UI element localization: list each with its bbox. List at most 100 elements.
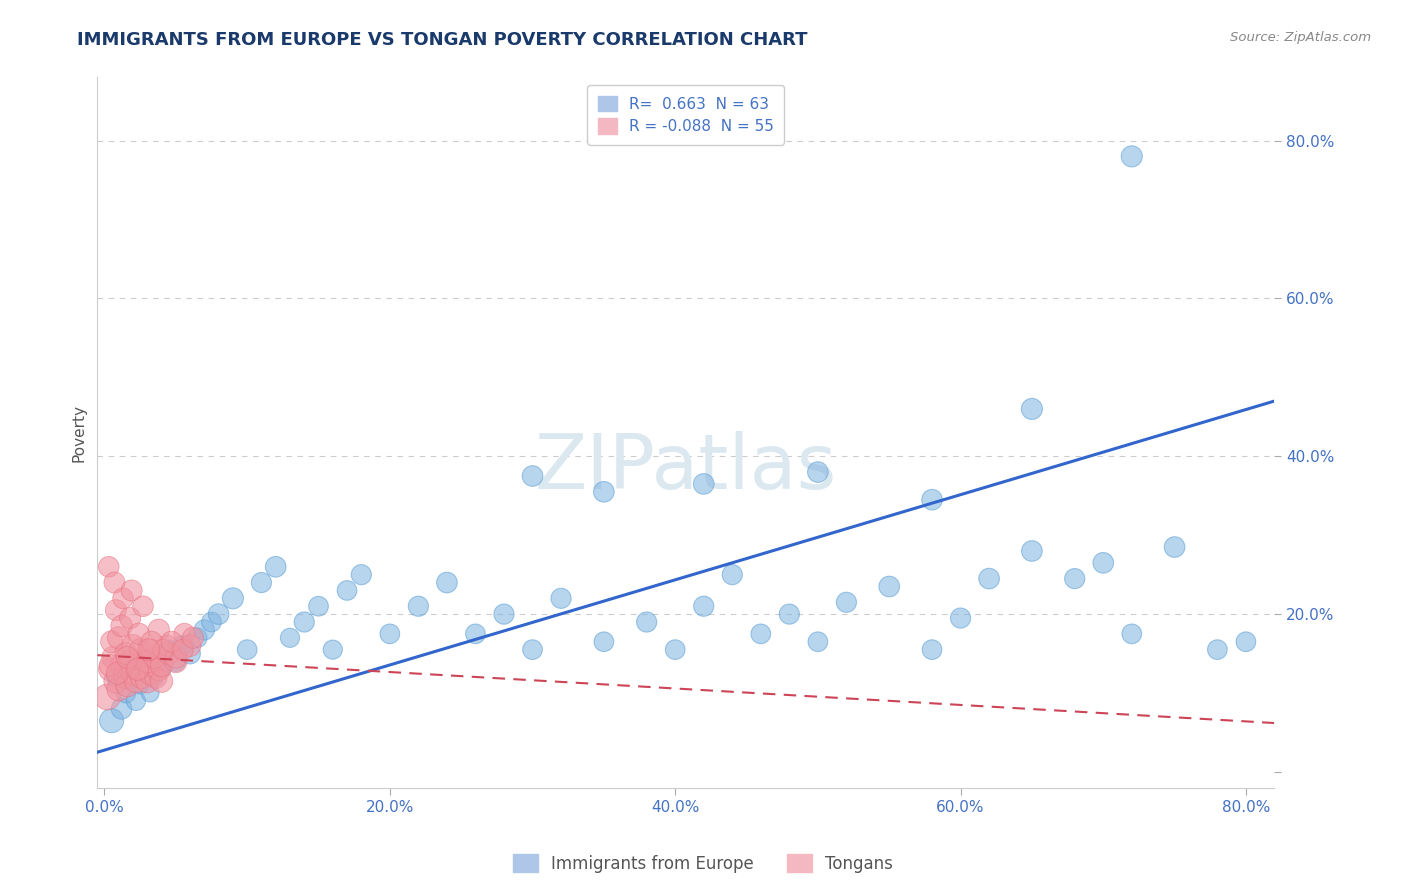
Point bbox=[807, 465, 830, 479]
Point bbox=[778, 607, 800, 621]
Point bbox=[1092, 556, 1115, 570]
Point bbox=[129, 678, 152, 692]
Point bbox=[160, 634, 183, 648]
Point bbox=[104, 603, 127, 617]
Point bbox=[693, 599, 716, 614]
Point bbox=[1121, 149, 1143, 163]
Point bbox=[1021, 401, 1043, 416]
Point bbox=[336, 583, 359, 598]
Point bbox=[264, 559, 287, 574]
Text: IMMIGRANTS FROM EUROPE VS TONGAN POVERTY CORRELATION CHART: IMMIGRANTS FROM EUROPE VS TONGAN POVERTY… bbox=[77, 31, 808, 49]
Point bbox=[408, 599, 430, 614]
Point bbox=[139, 666, 162, 681]
Point bbox=[492, 607, 515, 621]
Point bbox=[107, 631, 129, 645]
Point bbox=[1206, 642, 1229, 657]
Point bbox=[139, 686, 162, 700]
Point bbox=[522, 469, 544, 483]
Point bbox=[308, 599, 330, 614]
Point bbox=[152, 642, 174, 657]
Point bbox=[172, 642, 194, 657]
Point bbox=[125, 674, 148, 689]
Point bbox=[148, 662, 170, 676]
Point bbox=[550, 591, 572, 606]
Point bbox=[134, 655, 156, 669]
Point bbox=[156, 639, 179, 653]
Point bbox=[136, 674, 159, 689]
Point bbox=[1234, 634, 1257, 648]
Point bbox=[128, 627, 150, 641]
Point bbox=[157, 647, 180, 661]
Point bbox=[921, 642, 943, 657]
Point bbox=[179, 639, 201, 653]
Point bbox=[125, 694, 148, 708]
Point bbox=[200, 615, 222, 629]
Point bbox=[977, 572, 1000, 586]
Point bbox=[98, 658, 121, 673]
Point bbox=[127, 662, 149, 676]
Point bbox=[110, 702, 132, 716]
Point bbox=[110, 658, 132, 673]
Point bbox=[97, 559, 120, 574]
Point bbox=[150, 674, 173, 689]
Point bbox=[157, 642, 180, 657]
Point bbox=[121, 583, 143, 598]
Point bbox=[464, 627, 486, 641]
Point bbox=[1121, 627, 1143, 641]
Point bbox=[115, 686, 138, 700]
Point bbox=[949, 611, 972, 625]
Text: ZIPatlas: ZIPatlas bbox=[534, 431, 837, 505]
Point bbox=[193, 623, 215, 637]
Point bbox=[292, 615, 315, 629]
Point bbox=[112, 591, 135, 606]
Text: Source: ZipAtlas.com: Source: ZipAtlas.com bbox=[1230, 31, 1371, 45]
Point bbox=[592, 484, 614, 499]
Point bbox=[1063, 572, 1085, 586]
Point bbox=[522, 642, 544, 657]
Point bbox=[138, 642, 160, 657]
Point bbox=[877, 580, 900, 594]
Point bbox=[100, 634, 122, 648]
Point bbox=[143, 670, 166, 684]
Point bbox=[236, 642, 259, 657]
Point bbox=[322, 642, 344, 657]
Point bbox=[122, 639, 145, 653]
Point bbox=[120, 611, 142, 625]
Legend: Immigrants from Europe, Tongans: Immigrants from Europe, Tongans bbox=[506, 847, 900, 880]
Point bbox=[105, 666, 128, 681]
Point bbox=[181, 631, 204, 645]
Point bbox=[350, 567, 373, 582]
Point bbox=[117, 650, 139, 665]
Point bbox=[142, 658, 165, 673]
Point bbox=[96, 690, 118, 704]
Point bbox=[207, 607, 229, 621]
Point bbox=[104, 674, 127, 689]
Point bbox=[100, 714, 122, 728]
Point bbox=[145, 670, 167, 684]
Point bbox=[114, 670, 136, 684]
Point bbox=[807, 634, 830, 648]
Point bbox=[664, 642, 686, 657]
Point bbox=[278, 631, 301, 645]
Point bbox=[143, 650, 166, 665]
Point bbox=[141, 634, 163, 648]
Point bbox=[98, 662, 121, 676]
Point bbox=[1163, 540, 1185, 554]
Y-axis label: Poverty: Poverty bbox=[72, 403, 86, 461]
Point bbox=[150, 658, 173, 673]
Point bbox=[165, 650, 187, 665]
Point bbox=[101, 650, 124, 665]
Point bbox=[592, 634, 614, 648]
Point bbox=[148, 623, 170, 637]
Point bbox=[131, 670, 153, 684]
Point bbox=[1021, 544, 1043, 558]
Point bbox=[136, 655, 159, 669]
Point bbox=[179, 647, 201, 661]
Point bbox=[173, 627, 195, 641]
Point bbox=[250, 575, 273, 590]
Point bbox=[120, 662, 142, 676]
Point bbox=[120, 655, 142, 669]
Point bbox=[222, 591, 245, 606]
Point bbox=[103, 575, 125, 590]
Point bbox=[378, 627, 401, 641]
